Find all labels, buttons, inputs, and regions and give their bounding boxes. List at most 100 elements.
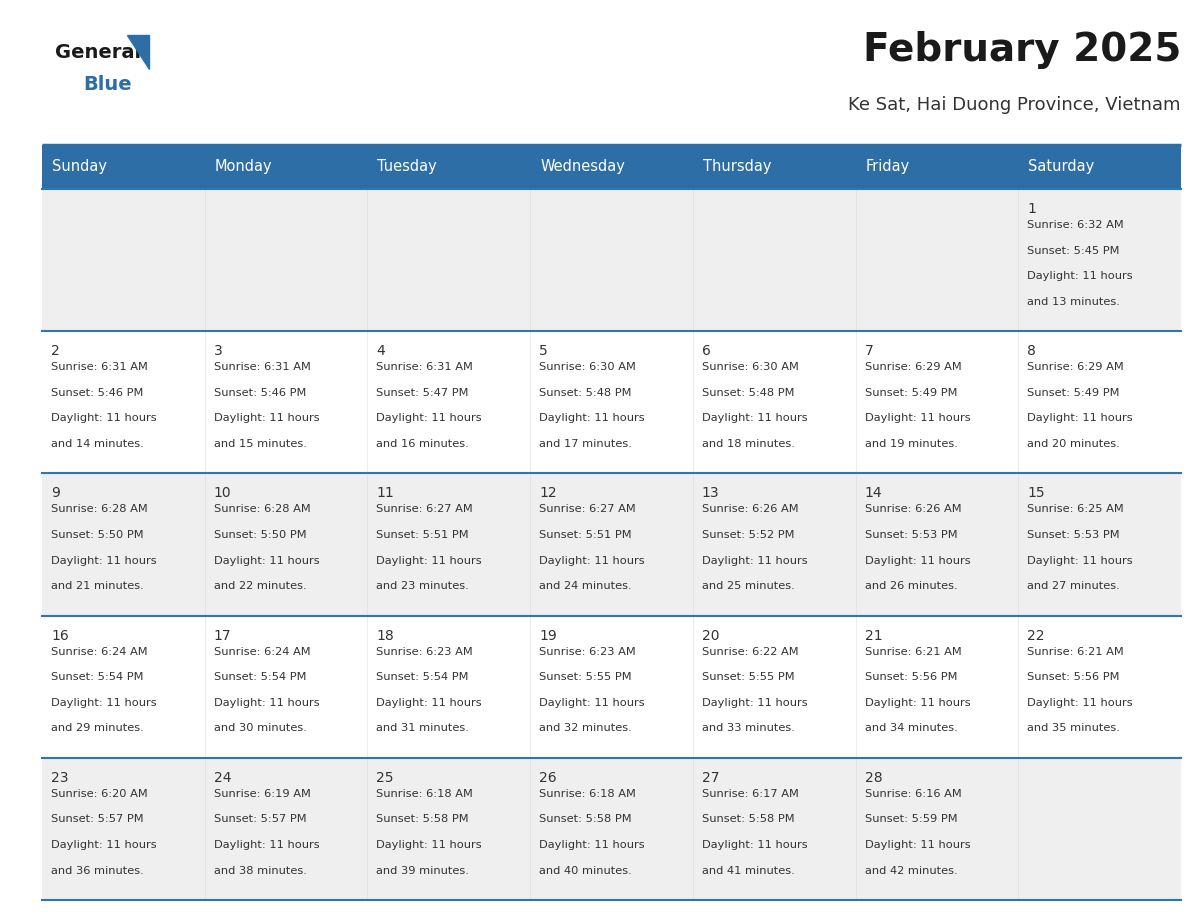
Text: Daylight: 11 hours: Daylight: 11 hours [539,555,645,565]
Text: 17: 17 [214,629,232,643]
Text: Daylight: 11 hours: Daylight: 11 hours [51,698,157,708]
Text: Sunrise: 6:18 AM: Sunrise: 6:18 AM [377,789,473,799]
Text: 9: 9 [51,487,59,500]
Text: Sunset: 5:46 PM: Sunset: 5:46 PM [51,387,144,397]
Text: Sunset: 5:49 PM: Sunset: 5:49 PM [865,387,958,397]
Text: 23: 23 [51,771,69,785]
Text: 8: 8 [1028,344,1036,358]
Text: Sunset: 5:47 PM: Sunset: 5:47 PM [377,387,469,397]
Text: Daylight: 11 hours: Daylight: 11 hours [702,413,808,423]
Text: Sunrise: 6:23 AM: Sunrise: 6:23 AM [377,646,473,656]
Text: 19: 19 [539,629,557,643]
Text: Daylight: 11 hours: Daylight: 11 hours [214,413,320,423]
Text: Sunset: 5:55 PM: Sunset: 5:55 PM [702,672,795,682]
Text: Daylight: 11 hours: Daylight: 11 hours [539,698,645,708]
Text: Daylight: 11 hours: Daylight: 11 hours [539,840,645,850]
Text: Wednesday: Wednesday [541,160,625,174]
Text: Sunrise: 6:18 AM: Sunrise: 6:18 AM [539,789,636,799]
Text: Sunset: 5:59 PM: Sunset: 5:59 PM [865,814,958,824]
Text: Sunset: 5:57 PM: Sunset: 5:57 PM [214,814,307,824]
Text: Daylight: 11 hours: Daylight: 11 hours [1028,555,1133,565]
Text: Sunset: 5:49 PM: Sunset: 5:49 PM [1028,387,1120,397]
Text: and 22 minutes.: and 22 minutes. [214,581,307,591]
Text: and 41 minutes.: and 41 minutes. [702,866,795,876]
Text: Daylight: 11 hours: Daylight: 11 hours [865,840,971,850]
Text: Daylight: 11 hours: Daylight: 11 hours [51,413,157,423]
Text: and 24 minutes.: and 24 minutes. [539,581,632,591]
Text: 10: 10 [214,487,232,500]
Text: 4: 4 [377,344,385,358]
Bar [42,616,1181,757]
Text: Sunrise: 6:27 AM: Sunrise: 6:27 AM [539,504,636,514]
Text: Sunset: 5:53 PM: Sunset: 5:53 PM [865,530,958,540]
Text: 2: 2 [51,344,59,358]
Text: 16: 16 [51,629,69,643]
Text: 26: 26 [539,771,557,785]
Text: Sunrise: 6:30 AM: Sunrise: 6:30 AM [539,363,636,372]
Text: 13: 13 [702,487,720,500]
Text: 21: 21 [865,629,883,643]
Text: Sunrise: 6:31 AM: Sunrise: 6:31 AM [377,363,473,372]
Text: Daylight: 11 hours: Daylight: 11 hours [702,698,808,708]
Text: Sunset: 5:56 PM: Sunset: 5:56 PM [865,672,958,682]
Bar [42,757,1181,900]
Text: Thursday: Thursday [703,160,771,174]
Text: Sunrise: 6:25 AM: Sunrise: 6:25 AM [1028,504,1124,514]
Text: 11: 11 [377,487,394,500]
Text: Sunrise: 6:31 AM: Sunrise: 6:31 AM [51,363,147,372]
Text: Blue: Blue [83,75,132,95]
Text: Sunset: 5:51 PM: Sunset: 5:51 PM [539,530,632,540]
Text: Sunrise: 6:17 AM: Sunrise: 6:17 AM [702,789,798,799]
Text: Daylight: 11 hours: Daylight: 11 hours [377,840,482,850]
Text: 1: 1 [1028,202,1036,216]
Text: Sunset: 5:46 PM: Sunset: 5:46 PM [214,387,307,397]
Text: Sunrise: 6:28 AM: Sunrise: 6:28 AM [51,504,147,514]
Text: 28: 28 [865,771,883,785]
Text: Daylight: 11 hours: Daylight: 11 hours [1028,698,1133,708]
Text: 14: 14 [865,487,883,500]
Text: and 21 minutes.: and 21 minutes. [51,581,144,591]
Text: Sunset: 5:52 PM: Sunset: 5:52 PM [702,530,795,540]
Text: Sunset: 5:54 PM: Sunset: 5:54 PM [377,672,469,682]
Text: and 20 minutes.: and 20 minutes. [1028,439,1120,449]
Text: Daylight: 11 hours: Daylight: 11 hours [377,413,482,423]
Text: Sunset: 5:58 PM: Sunset: 5:58 PM [539,814,632,824]
Text: Saturday: Saturday [1029,160,1094,174]
Text: Daylight: 11 hours: Daylight: 11 hours [377,555,482,565]
Text: Sunset: 5:58 PM: Sunset: 5:58 PM [702,814,795,824]
Text: and 30 minutes.: and 30 minutes. [214,723,307,733]
Text: Friday: Friday [866,160,910,174]
Text: 7: 7 [865,344,873,358]
Text: February 2025: February 2025 [862,31,1181,69]
Text: Daylight: 11 hours: Daylight: 11 hours [1028,413,1133,423]
Text: Daylight: 11 hours: Daylight: 11 hours [865,555,971,565]
Text: Sunrise: 6:30 AM: Sunrise: 6:30 AM [702,363,798,372]
Text: Sunrise: 6:21 AM: Sunrise: 6:21 AM [1028,646,1124,656]
Text: Sunset: 5:53 PM: Sunset: 5:53 PM [1028,530,1120,540]
Text: and 18 minutes.: and 18 minutes. [702,439,795,449]
Text: and 33 minutes.: and 33 minutes. [702,723,795,733]
Text: Sunrise: 6:24 AM: Sunrise: 6:24 AM [214,646,310,656]
Text: Sunrise: 6:24 AM: Sunrise: 6:24 AM [51,646,147,656]
Text: Sunday: Sunday [52,160,107,174]
Text: and 34 minutes.: and 34 minutes. [865,723,958,733]
Text: 15: 15 [1028,487,1045,500]
Text: Sunset: 5:58 PM: Sunset: 5:58 PM [377,814,469,824]
Text: and 29 minutes.: and 29 minutes. [51,723,144,733]
Text: Sunrise: 6:29 AM: Sunrise: 6:29 AM [865,363,961,372]
Text: Ke Sat, Hai Duong Province, Vietnam: Ke Sat, Hai Duong Province, Vietnam [848,96,1181,114]
Text: Tuesday: Tuesday [378,160,437,174]
Text: Sunset: 5:48 PM: Sunset: 5:48 PM [539,387,632,397]
Text: Sunset: 5:48 PM: Sunset: 5:48 PM [702,387,795,397]
Bar [42,189,1181,331]
Text: Daylight: 11 hours: Daylight: 11 hours [214,555,320,565]
Text: Daylight: 11 hours: Daylight: 11 hours [539,413,645,423]
Text: and 40 minutes.: and 40 minutes. [539,866,632,876]
Text: Daylight: 11 hours: Daylight: 11 hours [865,698,971,708]
Text: 25: 25 [377,771,394,785]
Text: Daylight: 11 hours: Daylight: 11 hours [702,840,808,850]
Text: Daylight: 11 hours: Daylight: 11 hours [51,555,157,565]
Text: and 38 minutes.: and 38 minutes. [214,866,307,876]
Text: and 42 minutes.: and 42 minutes. [865,866,958,876]
Text: 24: 24 [214,771,232,785]
